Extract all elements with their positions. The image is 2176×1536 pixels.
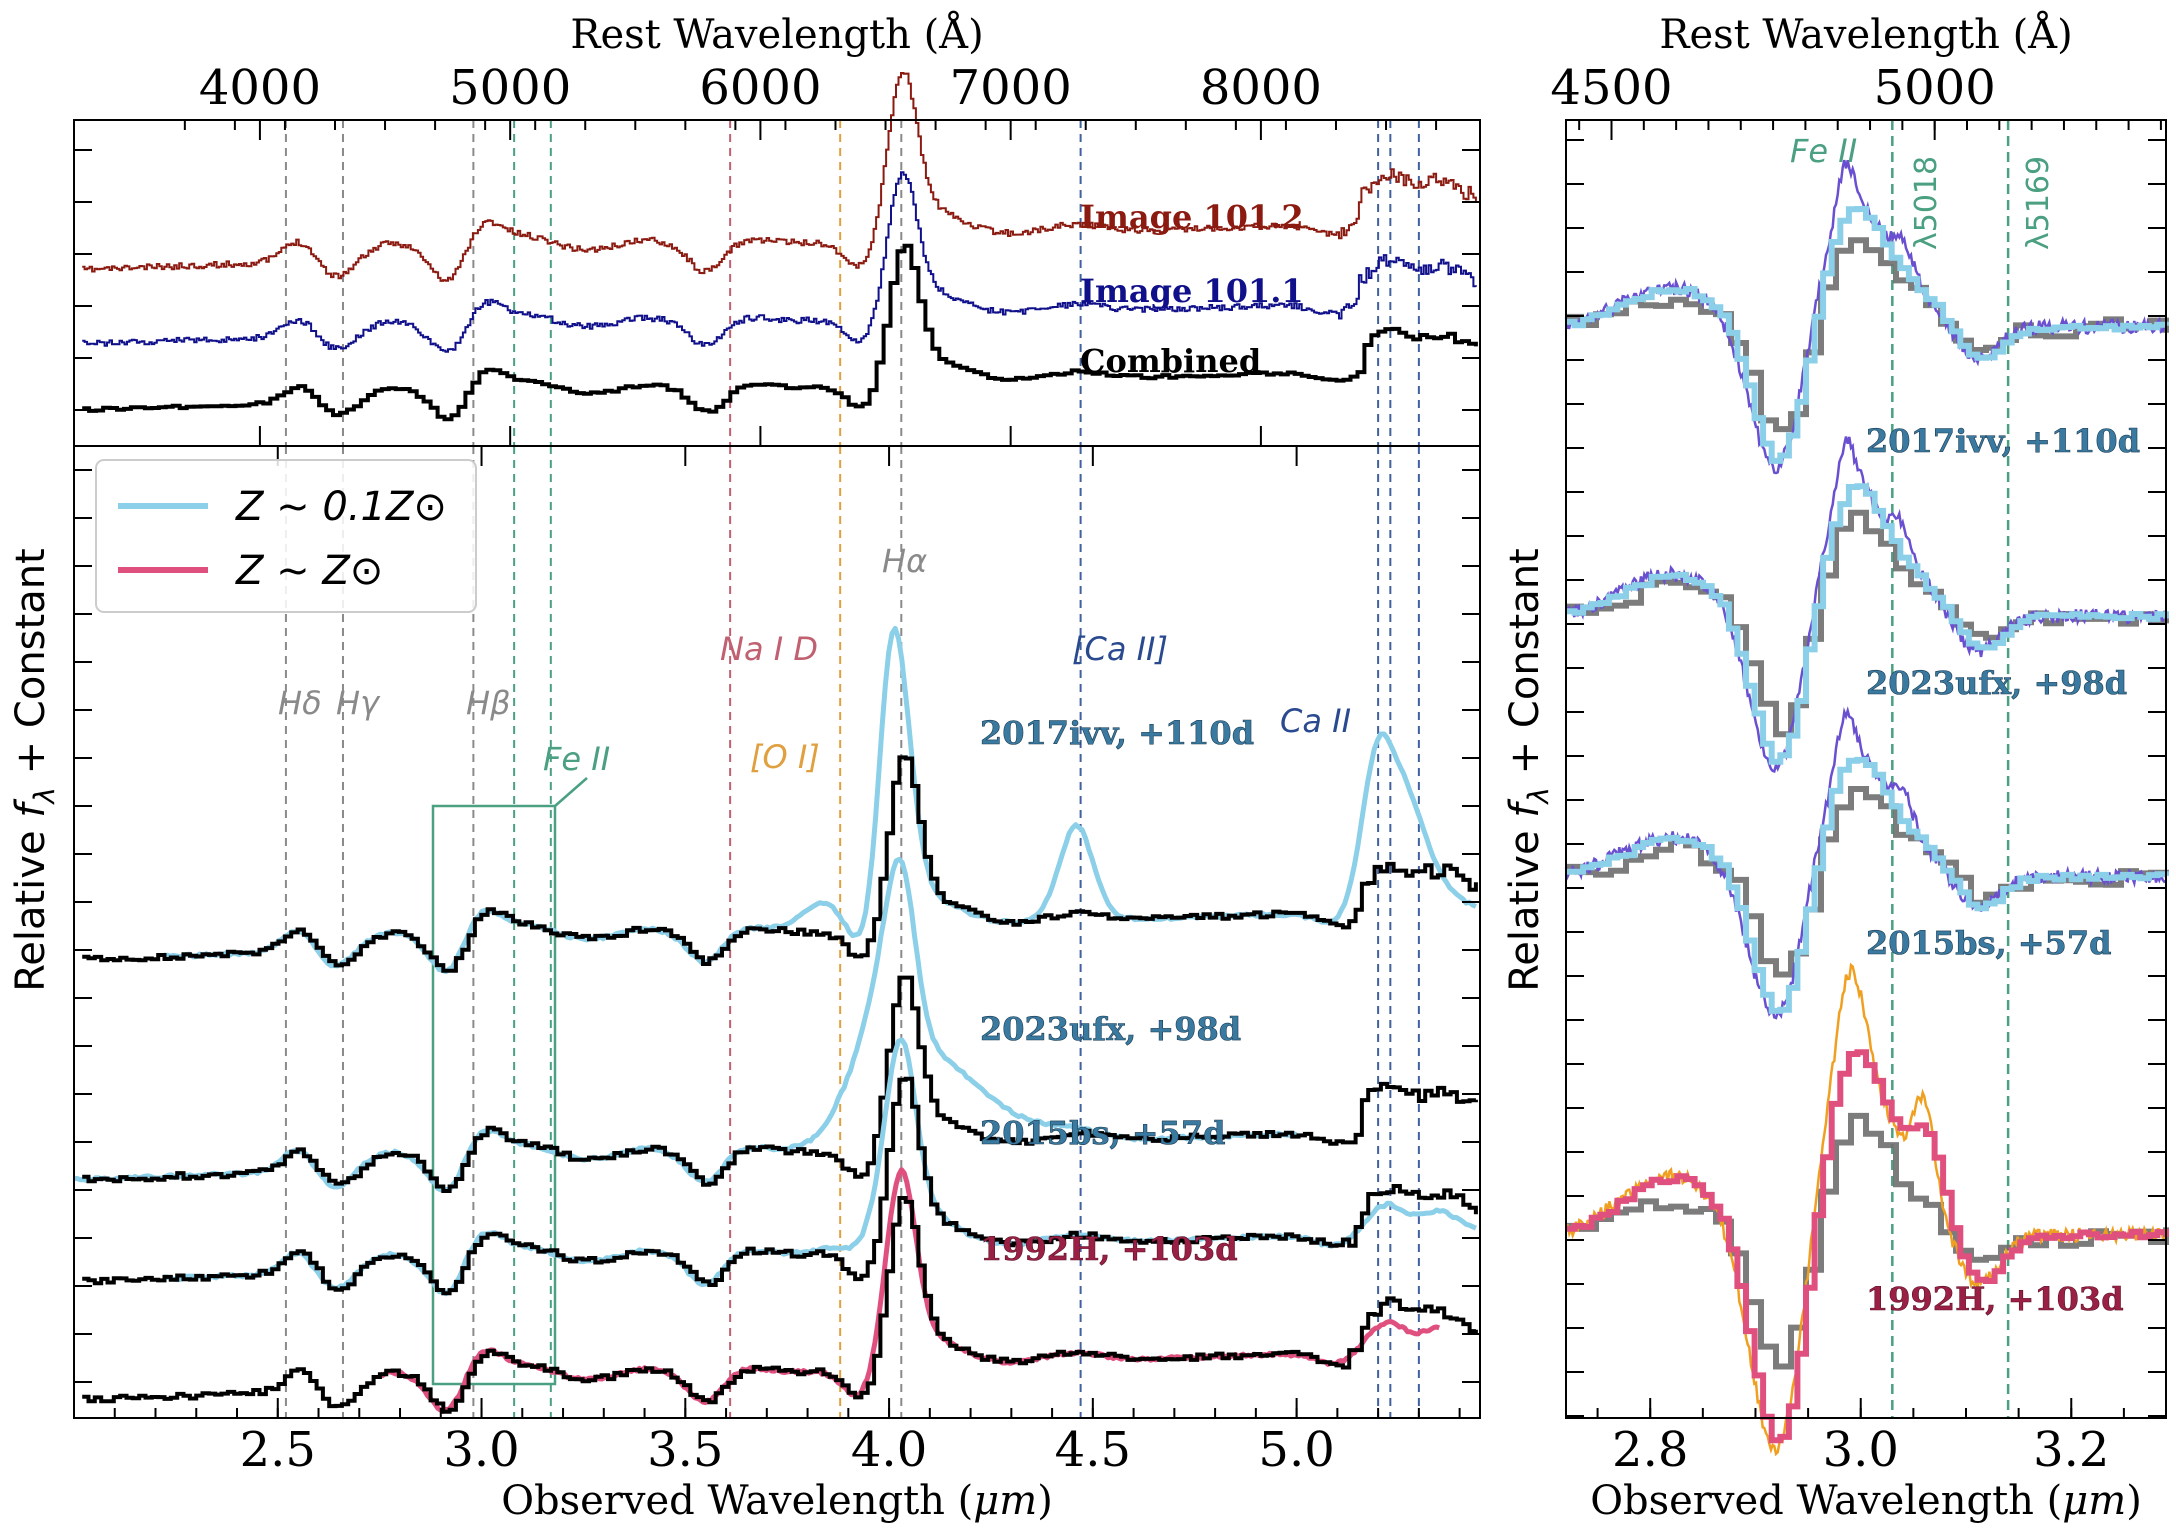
combined-copy-0 [82, 755, 1478, 973]
legend: Z ~ 0.1Z⊙ Z ~ Z⊙ [95, 459, 477, 613]
top-tick-label-3: 7000 [950, 60, 1072, 116]
top-tick-label-1: 5000 [449, 60, 571, 116]
right-label-2015bs: 2015bs, +57d [1866, 924, 2111, 962]
bottom-tick-label-5: 5.0 [1258, 1422, 1334, 1478]
label-fe-ii: Fe II [543, 740, 610, 778]
label-h-delta: Hδ [278, 684, 322, 722]
right-label-2023ufx: 2023ufx, +98d [1866, 664, 2127, 702]
bottom-tick-label-2: 3.5 [647, 1422, 723, 1478]
series-combined [82, 243, 1478, 422]
left-bottom-panel: 2.5 3.0 3.5 4.0 4.5 5.0 Hδ Hγ Hβ Hα Fe II Na … [8, 445, 1481, 1524]
right-gray-0 [1566, 237, 2169, 433]
right-gray-3 [1566, 1112, 2169, 1370]
legend-label-solar-z: Z ~ Z⊙ [235, 548, 383, 594]
right-y-axis-title: Relative fλ + Constant [1502, 548, 1555, 991]
right-bottom-tick-label-0: 2.8 [1612, 1422, 1688, 1478]
right-label-2017ivv: 2017ivv, +110d [1866, 422, 2140, 460]
label-right-fe-ii: Fe II [1790, 132, 1857, 170]
label-h-alpha: Hα [882, 542, 927, 580]
combined-copy-2 [82, 1076, 1478, 1296]
fe-ii-highlight-box [431, 804, 557, 1386]
right-bottom-tick-label-2: 3.2 [2033, 1422, 2109, 1478]
label-h-gamma: Hγ [336, 684, 381, 722]
right-label-1992h: 1992H, +103d [1866, 1280, 2124, 1318]
legend-frame [95, 459, 477, 613]
left-bottom-frame [73, 445, 1481, 1419]
bottom-tick-label-0: 2.5 [240, 1422, 316, 1478]
label-combined: Combined [1080, 342, 1261, 380]
bottom-tick-label-3: 4.0 [851, 1422, 927, 1478]
top-axis-title: Rest Wavelength (Å) [570, 11, 983, 58]
fe-ii-box-pointer [554, 777, 588, 807]
right-model-1 [1566, 483, 2169, 765]
bottom-tick-label-1: 3.0 [443, 1422, 519, 1478]
label-2017ivv: 2017ivv, +110d [980, 714, 1254, 752]
model-2017ivv-110d [163, 625, 1477, 975]
combined-copy-3 [82, 1196, 1478, 1414]
label-image-101-2: Image 101.2 [1080, 198, 1304, 236]
right-frame [1565, 119, 2167, 1419]
label-fe-5018: λ5018 [1909, 156, 1944, 250]
label-h-beta: Hβ [466, 684, 510, 722]
left-y-axis-title: Relative fλ + Constant [8, 548, 61, 991]
series-image-101-2 [82, 72, 1477, 282]
label-2015bs: 2015bs, +57d [980, 1114, 1225, 1152]
label-fe-5169: λ5169 [2021, 156, 2056, 250]
right-panel: 2.8 3.0 3.2 4500 5000 Fe II λ5018 λ5169 2017… [1502, 11, 2169, 1524]
label-image-101-1: Image 101.1 [1080, 272, 1304, 310]
right-model-3 [1566, 1049, 2169, 1444]
label-ca-ii: Ca II [1280, 702, 1351, 740]
label-2023ufx: 2023ufx, +98d [980, 1010, 1241, 1048]
top-tick-label-0: 4000 [199, 60, 321, 116]
label-ca-ii-forbidden: [Ca II] [1072, 630, 1168, 668]
right-top-tick-label-0: 4500 [1550, 60, 1672, 116]
right-observed-3 [1565, 962, 2168, 1457]
top-tick-label-4: 8000 [1200, 60, 1322, 116]
label-na-i-d: Na I D [720, 630, 818, 668]
right-model-0 [1566, 206, 2169, 464]
right-model-2 [1566, 756, 2169, 1014]
label-1992h: 1992H, +103d [980, 1230, 1238, 1268]
series-image-101-1 [82, 171, 1477, 353]
top-tick-label-2: 6000 [699, 60, 821, 116]
bottom-tick-label-4: 4.5 [1055, 1422, 1131, 1478]
label-o-i: [O I] [750, 738, 820, 776]
right-top-tick-label-1: 5000 [1874, 60, 1996, 116]
right-top-axis-title: Rest Wavelength (Å) [1659, 11, 2072, 58]
right-bottom-tick-label-1: 3.0 [1823, 1422, 1899, 1478]
legend-label-low-z: Z ~ 0.1Z⊙ [235, 484, 447, 530]
right-bottom-axis-title: Observed Wavelength (μm) [1590, 1478, 2142, 1524]
bottom-axis-title: Observed Wavelength (μm) [501, 1478, 1053, 1524]
combined-copy-1 [82, 975, 1478, 1193]
